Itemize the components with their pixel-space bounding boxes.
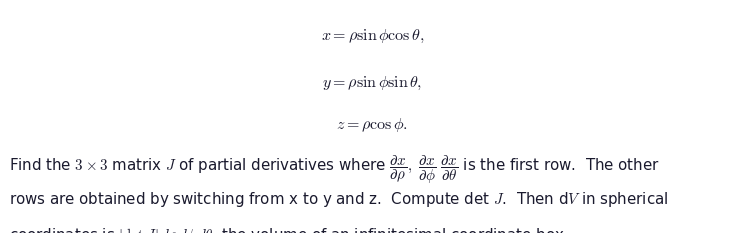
Text: $y = \rho\sin\phi\sin\theta,$: $y = \rho\sin\phi\sin\theta,$: [323, 75, 422, 92]
Text: $z = \rho\cos\phi.$: $z = \rho\cos\phi.$: [337, 116, 408, 134]
Text: Find the $3 \times 3$ matrix $J$ of partial derivatives where $\dfrac{\partial x: Find the $3 \times 3$ matrix $J$ of part…: [9, 154, 660, 186]
Text: rows are obtained by switching from x to y and z.  Compute det $J$.  Then d$V$ i: rows are obtained by switching from x to…: [9, 190, 668, 209]
Text: coordinates is $|\det J|\,d\rho\,d\phi\,d\theta$, the volume of an infinitesimal: coordinates is $|\det J|\,d\rho\,d\phi\,…: [9, 226, 568, 233]
Text: $x = \rho\sin\phi\cos\theta,$: $x = \rho\sin\phi\cos\theta,$: [321, 28, 424, 45]
